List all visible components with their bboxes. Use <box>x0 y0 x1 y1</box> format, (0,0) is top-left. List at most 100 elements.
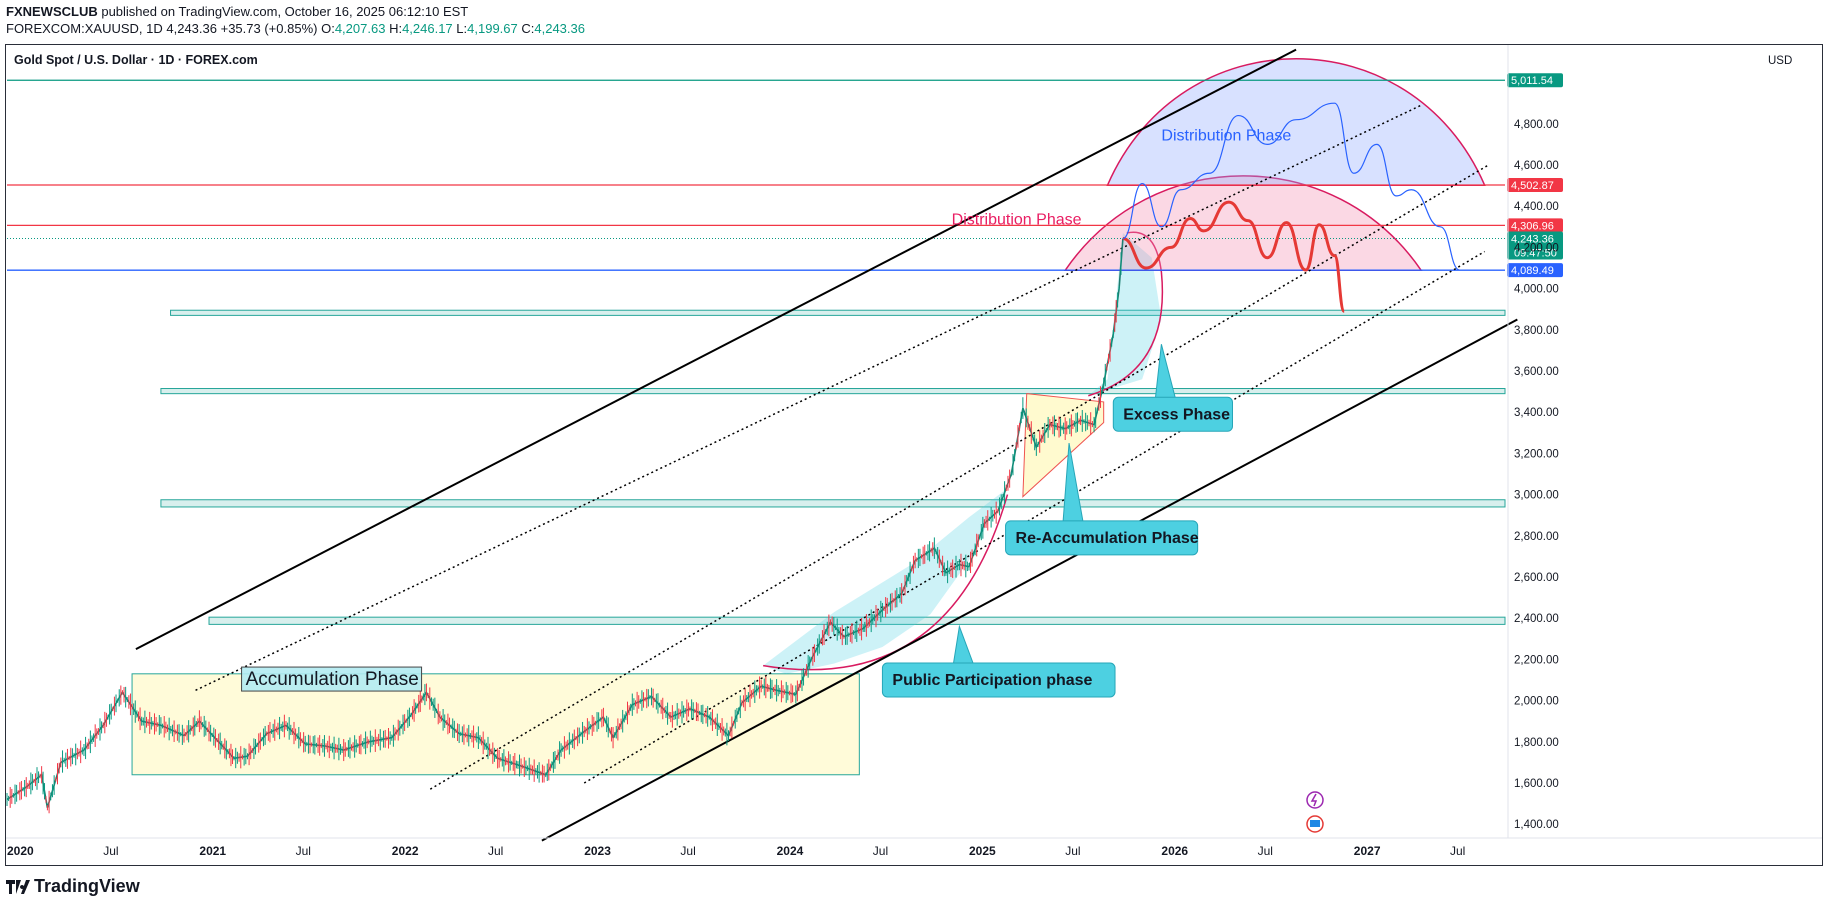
chart-title: Gold Spot / U.S. Dollar · 1D · FOREX.com <box>14 53 258 67</box>
last-price-label: 4,243.36 <box>1511 233 1554 245</box>
level-4502-badge <box>1507 178 1563 193</box>
support-zone[interactable] <box>160 499 1506 508</box>
price-series <box>6 238 1124 814</box>
lightning-bolt-icon <box>1310 793 1318 807</box>
y-tick-label: 4,200.00 <box>1514 242 1559 254</box>
y-tick-label: 2,000.00 <box>1514 696 1559 708</box>
x-tick-label: Jul <box>488 844 503 858</box>
re-accumulation-label[interactable]: Re-Accumulation Phase <box>1016 530 1199 547</box>
level-4306-badge <box>1507 218 1563 233</box>
publisher-line: FXNEWSCLUB published on TradingView.com,… <box>6 4 468 19</box>
publisher-name[interactable]: FXNEWSCLUB <box>6 4 98 19</box>
x-tick-label: Jul <box>1450 844 1465 858</box>
x-tick-label: 2022 <box>392 844 419 858</box>
y-tick-label: 3,200.00 <box>1514 448 1559 460</box>
y-tick-label: 2,800.00 <box>1514 531 1559 543</box>
countdown-label: 09:47:50 <box>1514 247 1557 259</box>
projection-red[interactable] <box>1122 200 1346 313</box>
public-participation-label[interactable]: Public Participation phase <box>892 672 1092 689</box>
price-change: +35.73 (+0.85%) <box>220 21 318 36</box>
projection-blue[interactable] <box>1122 102 1460 271</box>
x-tick-label: Jul <box>1065 844 1080 858</box>
currency-label[interactable]: USD <box>1768 55 1792 67</box>
level-4502-label: 4,502.87 <box>1511 180 1554 192</box>
distribution-arc-blue[interactable] <box>1106 58 1486 186</box>
x-tick-label: 2024 <box>777 844 804 858</box>
excess-fill <box>1088 232 1162 396</box>
y-tick-label: 4,800.00 <box>1514 119 1559 131</box>
y-tick-label: 2,600.00 <box>1514 572 1559 584</box>
horizontal-levels <box>7 79 1505 271</box>
x-tick-label: 2023 <box>584 844 611 858</box>
tradingview-logo-icon <box>6 879 30 894</box>
x-tick-label: Jul <box>103 844 118 858</box>
symbol-line: FOREXCOM:XAUUSD, 1D 4,243.36 +35.73 (+0.… <box>6 21 585 36</box>
axes: 5,011.54 4,502.87 4,306.96 4,089.49 4,243.36… <box>6 45 1822 858</box>
y-tick-label: 1,400.00 <box>1514 819 1559 831</box>
accumulation-label-box[interactable] <box>241 666 423 692</box>
y-tick-label: 3,800.00 <box>1514 325 1559 337</box>
distribution-red-label[interactable]: Distribution Phase <box>952 212 1082 229</box>
projection-lines <box>1122 102 1460 313</box>
x-tick-label: 2020 <box>7 844 34 858</box>
dotted-line-3[interactable] <box>583 250 1486 784</box>
symbol-name: FOREXCOM:XAUUSD, 1D <box>6 21 163 36</box>
high-label: H: <box>389 21 403 36</box>
public-participation-label-box[interactable] <box>881 662 1116 698</box>
high-value: 4,246.17 <box>402 21 453 36</box>
y-tick-label: 3,400.00 <box>1514 407 1559 419</box>
support-zones <box>160 309 1506 625</box>
x-tick-label: Jul <box>1258 844 1273 858</box>
close-value: 4,243.36 <box>534 21 585 36</box>
level-4089-label: 4,089.49 <box>1511 265 1554 277</box>
y-tick-label: 4,000.00 <box>1514 284 1559 296</box>
excess-arc[interactable] <box>1088 231 1164 397</box>
level-5011-badge <box>1507 73 1563 88</box>
x-tick-label: 2021 <box>199 844 226 858</box>
y-tick-label: 4,600.00 <box>1514 160 1559 172</box>
close-label: C: <box>521 21 535 36</box>
tradingview-brand[interactable]: TradingView <box>6 876 140 897</box>
y-tick-label: 2,400.00 <box>1514 613 1559 625</box>
lightning-icon[interactable] <box>1306 791 1324 809</box>
dotted-line-1[interactable] <box>195 104 1422 691</box>
y-tick-label: 3,000.00 <box>1514 490 1559 502</box>
x-tick-label: 2025 <box>969 844 996 858</box>
y-tick-label: 2,200.00 <box>1514 654 1559 666</box>
excess-label-box[interactable] <box>1112 396 1234 432</box>
channel-lines <box>135 48 1518 842</box>
level-4306-label: 4,306.96 <box>1511 220 1554 232</box>
excess-label[interactable]: Excess Phase <box>1123 406 1230 423</box>
public-participation-label-pointer <box>952 624 975 665</box>
chart-frame[interactable] <box>5 44 1823 866</box>
phase-fills <box>131 58 1486 776</box>
level-4089-badge <box>1507 263 1563 278</box>
last-price: 4,243.36 <box>166 21 217 36</box>
y-tick-label: 1,800.00 <box>1514 737 1559 749</box>
low-label: L: <box>456 21 468 36</box>
distribution-blue-label[interactable]: Distribution Phase <box>1161 127 1291 144</box>
published-text: published on TradingView.com, October 16… <box>101 4 469 19</box>
annotations: Accumulation Phase Public Participation p… <box>241 127 1291 698</box>
accumulation-label[interactable]: Accumulation Phase <box>246 669 419 690</box>
upper-channel-line[interactable] <box>135 48 1297 650</box>
x-tick-label: 2026 <box>1161 844 1188 858</box>
excess-label-pointer <box>1154 344 1177 399</box>
us-flag-icon <box>1310 820 1320 827</box>
x-tick-label: Jul <box>680 844 695 858</box>
x-tick-label: Jul <box>873 844 888 858</box>
low-value: 4,199.67 <box>467 21 518 36</box>
brand-name: TradingView <box>34 876 140 896</box>
y-tick-label: 1,600.00 <box>1514 778 1559 790</box>
x-tick-label: Jul <box>296 844 311 858</box>
open-value: 4,207.63 <box>334 21 386 36</box>
y-tick-label: 3,600.00 <box>1514 366 1559 378</box>
level-5011-label: 5,011.54 <box>1511 75 1553 87</box>
lower-channel-line[interactable] <box>541 318 1518 842</box>
support-zone[interactable] <box>170 309 1506 316</box>
y-tick-label: 4,400.00 <box>1514 201 1559 213</box>
distribution-arc-red[interactable] <box>1063 175 1423 272</box>
support-zone[interactable] <box>160 388 1506 395</box>
re-accumulation-label-box[interactable] <box>1005 520 1199 556</box>
